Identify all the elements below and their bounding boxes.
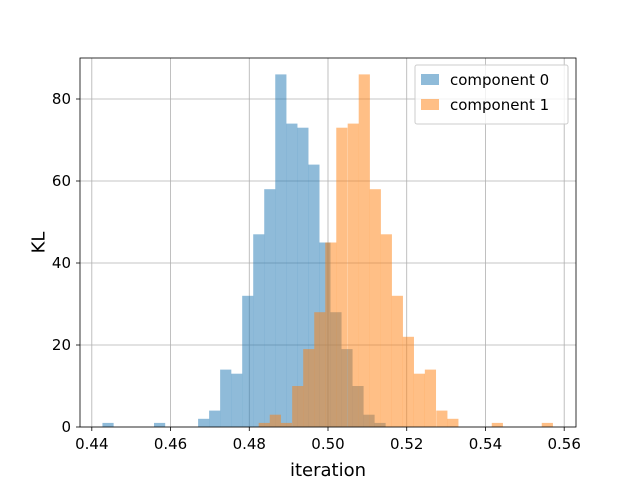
x-tick-label: 0.50 [311,435,344,453]
histogram-bar-component-0 [275,74,287,428]
histogram-bar-component-1 [447,418,459,427]
y-tick-label: 60 [52,172,71,190]
histogram-bar-component-1 [280,422,292,427]
histogram-bar-component-1 [358,74,370,428]
histogram-bar-component-0 [253,234,265,427]
axis-ticks: 0.44 0.46 0.48 0.50 0.52 0.54 0.56 0 20 40 60 80 [52,90,581,453]
y-tick-label: 40 [52,254,71,272]
x-tick-label: 0.56 [547,435,580,453]
histogram-bar-component-1 [258,422,270,427]
histogram-bar-component-1 [436,410,448,427]
histogram-bar-component-1 [491,422,503,427]
x-tick-label: 0.44 [75,435,108,453]
legend-box [414,64,569,125]
legend: component 0 component 1 [414,64,569,125]
histogram-bar-component-1 [380,234,392,427]
legend-swatch-component-1 [421,99,439,110]
x-axis-label: iteration [290,460,366,480]
legend-swatch-component-0 [421,74,439,85]
x-tick-label: 0.46 [154,435,187,453]
histogram-bar-component-0 [102,422,114,427]
histogram-bar-component-1 [402,336,414,427]
histogram-bar-component-0 [154,422,166,427]
histogram-bar-component-0 [242,295,254,427]
histogram-bar-component-1 [391,295,403,427]
histogram-bar-component-1 [314,312,326,427]
histogram-bar-component-0 [198,418,210,427]
histogram-bars [102,74,553,428]
y-tick-label: 0 [61,418,71,436]
histogram-bar-component-1 [303,349,315,427]
histogram-bar-component-0 [286,123,298,427]
histogram-bar-component-1 [347,123,359,427]
y-tick-label: 80 [52,90,71,108]
x-tick-label: 0.52 [390,435,423,453]
histogram-bar-component-1 [336,127,348,427]
legend-label-component-0: component 0 [450,71,549,89]
histogram-bar-component-0 [209,410,221,427]
legend-label-component-1: component 1 [450,96,549,114]
histogram-bar-component-1 [292,386,304,427]
y-axis-label: KL [28,232,49,254]
histogram-bar-component-0 [264,189,276,427]
histogram-bar-component-1 [369,189,381,427]
y-tick-label: 20 [52,336,71,354]
x-tick-label: 0.54 [469,435,502,453]
histogram-bar-component-1 [413,373,425,427]
histogram-bar-component-1 [269,414,281,427]
histogram-bar-component-0 [308,164,320,427]
histogram-bar-component-0 [220,369,232,427]
x-tick-label: 0.48 [233,435,266,453]
histogram-bar-component-0 [231,373,243,427]
histogram-bar-component-0 [297,127,309,427]
histogram-bar-component-1 [424,369,437,427]
histogram-bar-component-1 [541,422,553,427]
histogram-bar-component-1 [325,242,337,427]
